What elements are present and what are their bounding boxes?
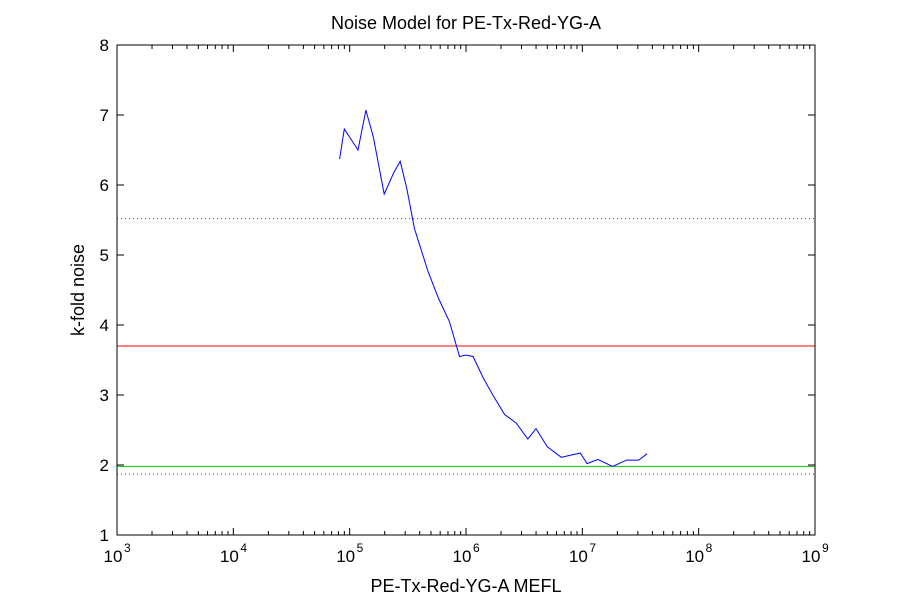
y-tick-label: 6 [100,176,109,195]
x-tick-label: 10 [104,547,123,566]
plot-area [117,45,815,535]
x-tick-label: 10 [685,547,704,566]
y-tick-label: 4 [100,316,109,335]
x-tick-exponent: 3 [124,541,131,555]
series-line-1 [339,109,648,467]
x-tick-exponent: 7 [589,541,596,555]
y-axis-label: k-fold noise [68,244,88,336]
chart-title: Noise Model for PE-Tx-Red-YG-A [331,13,601,33]
data-series [339,109,648,467]
x-tick-label: 10 [569,547,588,566]
y-tick-label: 3 [100,386,109,405]
reference-lines [117,218,815,475]
x-tick-exponent: 6 [473,541,480,555]
x-tick-exponent: 4 [240,541,247,555]
y-axis: 1 2 3 4 5 6 7 8 [100,36,815,545]
x-tick-label: 10 [220,547,239,566]
y-tick-label: 8 [100,36,109,55]
x-axis: 10 3 10 4 10 5 10 6 10 7 10 8 10 9 [104,45,829,566]
x-tick-exponent: 8 [706,541,713,555]
y-tick-label: 2 [100,456,109,475]
x-tick-label: 10 [802,547,821,566]
y-tick-label: 7 [100,106,109,125]
x-tick-exponent: 9 [822,541,829,555]
x-tick-label: 10 [336,547,355,566]
x-tick-label: 10 [453,547,472,566]
x-axis-label: PE-Tx-Red-YG-A MEFL [370,576,561,596]
x-tick-exponent: 5 [357,541,364,555]
y-tick-label: 5 [100,246,109,265]
y-tick-label: 1 [100,526,109,545]
